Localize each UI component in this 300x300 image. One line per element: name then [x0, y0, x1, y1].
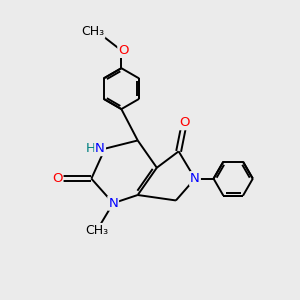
- Text: N: N: [190, 172, 200, 185]
- Text: N: N: [108, 197, 118, 210]
- Text: O: O: [179, 116, 189, 129]
- Text: CH₃: CH₃: [81, 25, 104, 38]
- Text: O: O: [52, 172, 62, 185]
- Text: H: H: [86, 142, 96, 155]
- Text: CH₃: CH₃: [85, 224, 108, 237]
- Text: O: O: [118, 44, 129, 57]
- Text: N: N: [95, 142, 105, 155]
